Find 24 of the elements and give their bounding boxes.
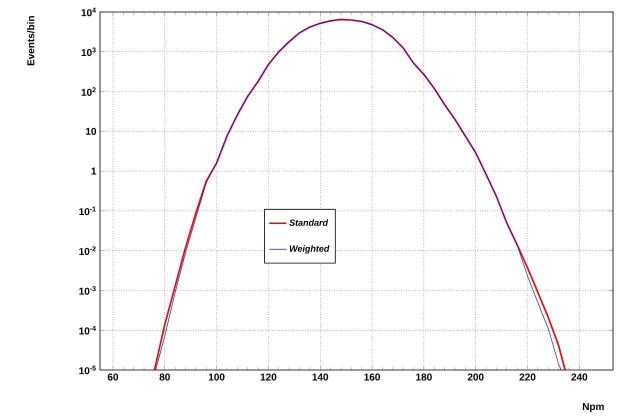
y-tick-label: 10$^{-3}$ <box>79 286 96 295</box>
legend-label: Standard <box>289 219 328 226</box>
x-tick-label: 200 <box>468 374 484 381</box>
y-tick-label: 10$^{2}$ <box>82 87 96 96</box>
y-tick-label: 10 <box>86 128 96 135</box>
y-tick-label: 10$^{3}$ <box>82 48 96 56</box>
y-tick-label: 1 <box>92 168 96 175</box>
x-tick-label: 220 <box>520 374 536 381</box>
x-tick-label: 140 <box>312 374 328 381</box>
y-axis-title: Events/bin <box>27 16 34 66</box>
y-tick-label: 10$^{-5}$ <box>79 366 96 374</box>
y-tick-label: 10$^{-2}$ <box>79 246 96 255</box>
x-tick-label: 160 <box>364 374 380 381</box>
x-tick-label: 80 <box>160 374 170 381</box>
y-tick-label: 10$^{-4}$ <box>79 326 96 334</box>
y-tick-label: 10$^{-1}$ <box>79 206 96 216</box>
x-tick-label: 100 <box>208 374 225 381</box>
y-tick-label: 10$^{4}$ <box>82 8 96 16</box>
legend-label: Weighted <box>290 245 330 254</box>
x-tick-label: 180 <box>416 374 432 381</box>
x-tick-label: 60 <box>108 374 118 381</box>
x-tick-label: 120 <box>260 374 276 381</box>
x-axis-title: Npm <box>582 403 604 412</box>
x-tick-label: 240 <box>571 374 588 381</box>
